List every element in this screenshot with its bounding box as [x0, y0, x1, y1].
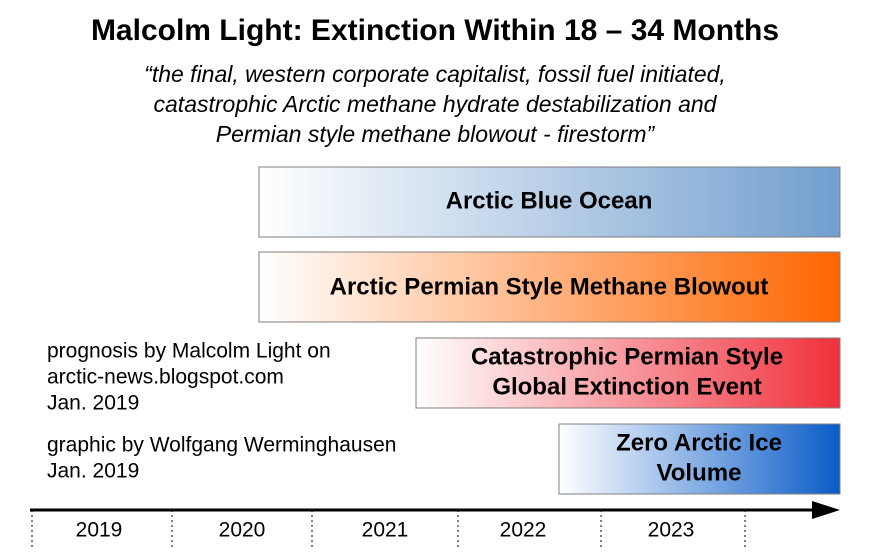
period-bar: [258, 166, 841, 238]
note: prognosis by Malcolm Light on: [47, 340, 331, 363]
bar-label: Arctic Blue Ocean: [446, 187, 653, 214]
year-label: 2022: [500, 519, 547, 542]
period-bar: [415, 337, 841, 409]
bar-label: Arctic Permian Style Methane Blowout: [330, 273, 769, 300]
year-label: 2020: [219, 519, 266, 542]
bar-label: Volume: [657, 459, 742, 486]
note: graphic by Wolfgang Werminghausen: [47, 434, 396, 457]
note: Jan. 2019: [47, 460, 139, 483]
note: arctic-news.blogspot.com: [47, 366, 284, 389]
note: Jan. 2019: [47, 392, 139, 415]
year-label: 2023: [648, 519, 695, 542]
dividers: [31, 510, 746, 550]
title: Malcolm Light: Extinction Within 18 – 34…: [91, 14, 779, 47]
quote-line: Permian style methane blowout - firestor…: [216, 121, 656, 147]
bar-label: Zero Arctic Ice: [616, 429, 782, 456]
period-bar: [258, 251, 841, 323]
quote-line: “the final, western corporate capitalist…: [144, 61, 726, 87]
arrow-head: [812, 501, 840, 519]
bar-label: Catastrophic Permian Style: [471, 343, 783, 370]
quote-line: catastrophic Arctic methane hydrate dest…: [154, 91, 718, 117]
period-bar: [558, 423, 841, 495]
year-label: 2019: [76, 519, 123, 542]
year-label: 2021: [362, 519, 409, 542]
bar-label: Global Extinction Event: [492, 373, 761, 400]
